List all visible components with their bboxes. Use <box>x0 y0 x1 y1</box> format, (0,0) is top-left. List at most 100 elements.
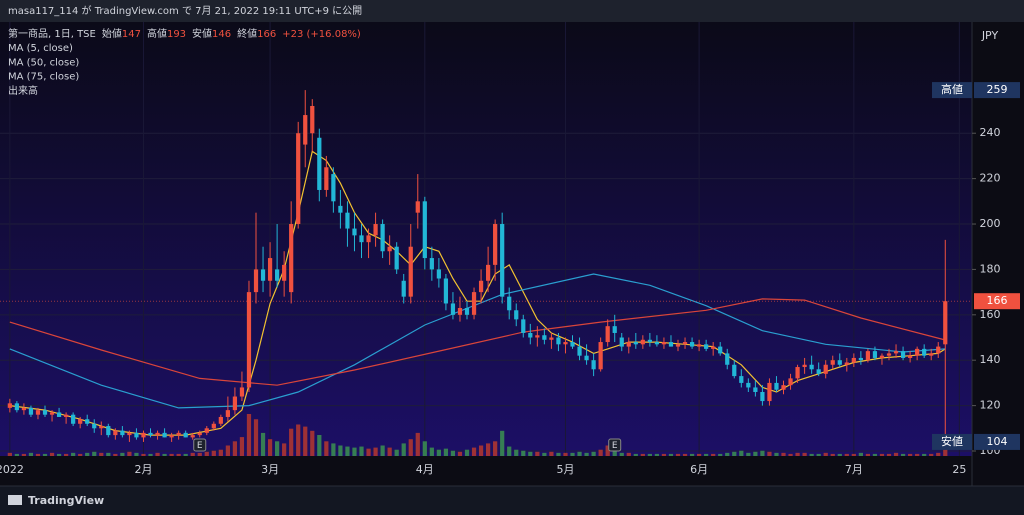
candle-body <box>514 310 519 320</box>
volume-bar <box>760 450 765 456</box>
volume-bar <box>922 453 927 456</box>
candle-body <box>837 360 842 365</box>
volume-bar <box>190 452 195 456</box>
volume-bar <box>711 453 716 456</box>
candle-body <box>696 344 702 347</box>
price-label-name: 高値 <box>941 82 963 96</box>
volume-bar <box>338 445 343 456</box>
candle-body <box>49 412 55 415</box>
candle-body <box>317 137 322 190</box>
field-value: 193 <box>167 29 186 40</box>
volume-bar <box>253 419 259 456</box>
candle-body <box>310 105 315 134</box>
price-label-value: 104 <box>987 435 1008 448</box>
candle-body <box>528 332 533 338</box>
candle-body <box>486 264 491 281</box>
volume-bar <box>359 446 364 456</box>
volume-bar <box>415 432 420 456</box>
volume-bar <box>141 453 146 456</box>
volume-bar <box>732 451 737 456</box>
candle-body <box>275 269 280 281</box>
candle-body <box>478 280 484 293</box>
volume-bar <box>865 453 871 456</box>
y-tick-label: 220 <box>980 172 1001 185</box>
volume-bar <box>915 453 920 456</box>
volume-bar <box>633 453 638 456</box>
candle-body <box>324 167 329 190</box>
candle-body <box>246 292 252 388</box>
volume-bar <box>654 453 660 456</box>
candle-body <box>675 344 681 347</box>
volume-bar <box>767 451 772 456</box>
volume-bar <box>851 453 856 456</box>
x-tick-label: 2022 <box>0 463 24 476</box>
volume-bar <box>886 453 892 456</box>
x-tick-label: 3月 <box>261 463 279 476</box>
candle-body <box>71 414 76 424</box>
volume-bar <box>816 453 821 456</box>
price-label-value: 259 <box>987 83 1008 96</box>
volume-bar <box>225 445 230 456</box>
volume-bar <box>49 452 55 456</box>
candle-body <box>746 382 751 388</box>
volume-bar <box>563 452 568 456</box>
candle-body <box>85 419 90 424</box>
header-bar <box>0 0 1024 22</box>
field-value: 147 <box>122 29 141 40</box>
candle-body <box>282 264 287 281</box>
candle-body <box>422 201 427 259</box>
volume-bar <box>422 441 427 456</box>
candle-body <box>879 355 885 358</box>
candle-body <box>106 426 111 436</box>
candle-body <box>169 435 174 438</box>
candle-body <box>436 269 441 279</box>
candle-body <box>605 326 610 343</box>
volume-bar <box>802 452 807 456</box>
candle-body <box>394 246 399 270</box>
candle-body <box>56 412 62 417</box>
brand: TradingView <box>28 494 104 507</box>
event-box <box>193 438 207 452</box>
volume-bar <box>661 453 667 456</box>
candle-body <box>457 308 463 315</box>
volume-bar <box>668 453 674 456</box>
volume-bar <box>591 451 596 456</box>
candle-body <box>922 348 927 356</box>
candle-body <box>844 362 849 365</box>
candle-body <box>429 258 434 270</box>
candle-body <box>915 348 920 356</box>
volume-bar <box>486 443 491 456</box>
volume-bar <box>169 453 174 456</box>
candle-body <box>352 228 357 236</box>
x-tick-label: 5月 <box>556 463 574 476</box>
candle-body <box>858 357 863 361</box>
candle-body <box>647 339 652 343</box>
candle-body <box>668 342 674 347</box>
volume-bar <box>725 452 730 456</box>
volume-bar <box>211 450 216 456</box>
volume-bar <box>443 448 449 456</box>
volume-bar <box>619 452 624 456</box>
volume-bar <box>704 453 709 456</box>
volume-bar <box>528 451 533 456</box>
candle-body <box>113 430 118 436</box>
candle-body <box>542 335 547 340</box>
candle-body <box>725 353 730 365</box>
symbol: 第一商品, 1日, TSE <box>8 27 96 40</box>
candle-body <box>640 339 645 345</box>
volume-bar <box>514 449 519 456</box>
candle-body <box>303 115 308 145</box>
volume-bar <box>394 449 399 456</box>
candle-body <box>267 258 273 281</box>
x-tick-label: 7月 <box>845 463 863 476</box>
candle-body <box>767 382 772 402</box>
candle-body <box>197 432 202 436</box>
volume-bar <box>71 452 76 456</box>
candle-body <box>732 364 737 377</box>
candle-body <box>366 235 371 243</box>
candle-body <box>823 364 828 374</box>
price-axis <box>972 22 1024 486</box>
volume-bar <box>844 453 849 456</box>
candle-body <box>21 407 27 411</box>
